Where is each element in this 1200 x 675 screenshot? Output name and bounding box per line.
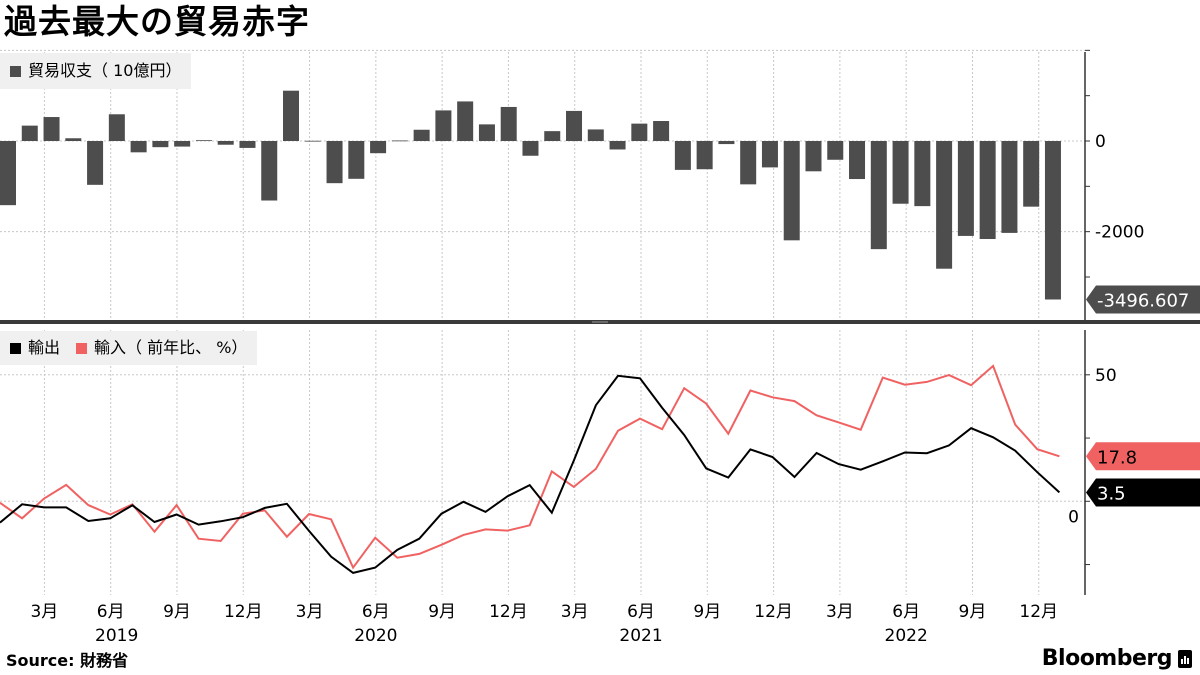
x-tick-label-month: 6月 xyxy=(627,602,655,622)
trade-balance-bar xyxy=(195,140,212,142)
trade-balance-bar xyxy=(892,141,909,204)
x-tick-label-month: 9月 xyxy=(959,602,987,622)
x-tick-label-year: 2019 xyxy=(95,626,138,646)
trade-balance-bar xyxy=(239,141,256,148)
trade-balance-bar xyxy=(304,140,321,142)
x-tick-label-month: 3月 xyxy=(30,602,58,622)
source-note: Source: 財務省 xyxy=(6,647,128,671)
legend-label-exports: 輸出 xyxy=(28,338,61,357)
trade-balance-bar xyxy=(87,141,104,185)
trade-balance-bar xyxy=(413,129,430,141)
trade-balance-bar xyxy=(457,101,474,141)
x-tick-label-month: 3月 xyxy=(826,602,854,622)
trade-balance-legend: 貿易収支（ 10億円） xyxy=(0,53,192,89)
trade-balance-bar xyxy=(870,141,887,250)
trade-balance-bar xyxy=(65,138,82,141)
trade-balance-bar xyxy=(587,129,604,141)
trade-balance-bar xyxy=(522,141,539,156)
trade-balance-bar xyxy=(674,141,691,170)
brand-name: Bloomberg xyxy=(1041,646,1173,671)
x-tick-label-month: 3月 xyxy=(296,602,324,622)
legend-swatch-bars xyxy=(10,65,21,77)
exports-line xyxy=(0,374,1061,574)
source-value: 財務省 xyxy=(80,651,129,670)
trade-balance-bar xyxy=(936,141,953,269)
trade-balance-bar xyxy=(544,131,561,141)
trade-balance-bar xyxy=(827,141,844,160)
legend-swatch-exports xyxy=(10,342,21,354)
y-tick-label-top: 0 xyxy=(1095,132,1106,152)
imports-line xyxy=(0,364,1060,570)
trade-balance-last-value-tag xyxy=(1086,285,1200,314)
trade-balance-last-value-tag-label: -3496.607 xyxy=(1097,291,1189,312)
trade-balance-bar xyxy=(1023,141,1040,207)
trade-balance-bar xyxy=(348,141,365,179)
trade-balance-bar xyxy=(500,106,517,141)
x-tick-label-month: 9月 xyxy=(428,602,456,622)
y-tick-label-top: -2000 xyxy=(1095,223,1144,243)
x-tick-label-year: 2021 xyxy=(619,626,662,646)
trade-balance-bar xyxy=(21,125,38,141)
bloomberg-logo: Bloomberg xyxy=(1042,646,1192,671)
trade-balance-bar xyxy=(979,141,996,240)
trade-balance-bar xyxy=(435,110,452,141)
trade-balance-bar xyxy=(1044,141,1061,300)
trade-balance-bar xyxy=(391,140,408,142)
exports-last-value-tag xyxy=(1086,478,1200,507)
trade-balance-bar xyxy=(261,141,278,201)
x-tick-label-month: 6月 xyxy=(892,602,920,622)
x-tick-label-month: 12月 xyxy=(1019,602,1058,622)
x-tick-label-month: 3月 xyxy=(561,602,589,622)
exports-imports-legend: 輸出 輸入（ 前年比、 %） xyxy=(0,331,258,365)
x-tick-label-year: 2020 xyxy=(354,626,397,646)
x-tick-label-month: 12月 xyxy=(224,602,263,622)
y-tick-label-bottom: 0 xyxy=(1068,507,1079,527)
trade-balance-bar xyxy=(478,124,495,141)
trade-balance-bar xyxy=(761,141,778,168)
x-tick-label-month: 9月 xyxy=(693,602,721,622)
trade-balance-bar xyxy=(805,141,822,172)
trade-balance-bar xyxy=(326,141,343,184)
trade-balance-bar xyxy=(370,141,387,154)
trade-balance-bar xyxy=(43,117,60,141)
trade-balance-bar xyxy=(174,141,191,147)
trade-balance-bar xyxy=(740,141,757,185)
trade-balance-bar xyxy=(783,141,800,241)
trade-balance-bar xyxy=(130,141,147,153)
trade-balance-bar xyxy=(849,141,866,180)
imports-last-value-tag-label: 17.8 xyxy=(1097,447,1137,468)
trade-balance-bar xyxy=(217,141,234,145)
exports-last-value-tag-label: 3.5 xyxy=(1097,483,1126,504)
x-tick-label-month: 9月 xyxy=(163,602,191,622)
trade-balance-bar xyxy=(609,141,626,150)
legend-swatch-imports xyxy=(76,342,88,354)
trade-balance-bar xyxy=(152,141,169,148)
trade-balance-bar xyxy=(718,141,735,145)
x-tick-label-month: 12月 xyxy=(489,602,528,622)
bloomberg-chart-icon xyxy=(1178,649,1192,668)
legend-label-imports: 輸入（ 前年比、 %） xyxy=(94,338,248,357)
trade-balance-bar xyxy=(1001,141,1018,233)
trade-balance-bar xyxy=(0,141,16,206)
x-tick-label-year: 2022 xyxy=(885,626,928,646)
y-tick-label-bottom: 50 xyxy=(1095,366,1117,386)
trade-balance-bar xyxy=(653,121,670,141)
trade-balance-bar xyxy=(566,110,583,141)
trade-balance-bar xyxy=(108,114,125,141)
x-tick-label-month: 6月 xyxy=(97,602,125,622)
x-tick-label-month: 6月 xyxy=(362,602,390,622)
trade-balance-bar xyxy=(957,141,974,236)
trade-balance-bar xyxy=(914,141,931,207)
imports-last-value-tag xyxy=(1086,442,1200,471)
legend-label-trade-balance: 貿易収支（ 10億円） xyxy=(28,61,182,80)
source-label: Source: xyxy=(6,651,75,670)
trade-balance-bar xyxy=(283,90,300,141)
trade-balance-bar xyxy=(696,141,713,170)
trade-balance-bar xyxy=(631,123,648,141)
x-tick-label-month: 12月 xyxy=(754,602,793,622)
chart-title: 過去最大の貿易赤字 xyxy=(4,2,310,41)
